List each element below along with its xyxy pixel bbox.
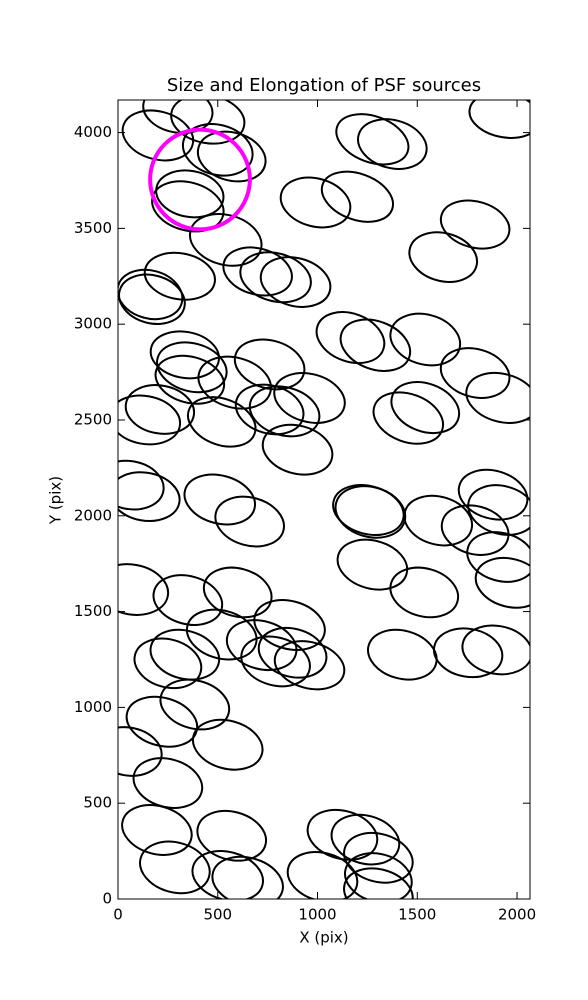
psf-ellipse (279, 176, 352, 229)
psf-ellipse (225, 619, 298, 672)
plot-frame (117, 99, 531, 900)
psf-ellipse (440, 504, 510, 556)
y-tick-label: 4000 (74, 123, 112, 141)
psf-ellipse (248, 385, 321, 438)
psf-ellipse (273, 372, 346, 424)
y-tick-label: 0 (102, 890, 112, 908)
psf-ellipse (408, 231, 479, 283)
psf-ellipse (343, 867, 414, 899)
x-tick-label: 500 (203, 906, 232, 924)
psf-ellipse (467, 484, 530, 536)
y-tick-label: 2500 (74, 410, 112, 428)
psf-ellipse (389, 312, 462, 367)
x-tick-label: 1000 (298, 906, 336, 924)
x-tick-label: 2000 (498, 906, 536, 924)
psf-ellipse (196, 130, 267, 183)
psf-ellipse (257, 626, 328, 679)
psf-ellipse (118, 471, 181, 522)
psf-ellipse (211, 855, 284, 899)
psf-ellipse (261, 423, 334, 476)
psf-ellipse (133, 637, 203, 690)
psf-ellipse (306, 808, 379, 861)
y-tick-label: 1000 (74, 698, 112, 716)
psf-ellipse (389, 566, 460, 619)
psf-ellipse (183, 473, 256, 526)
psf-ellipse (433, 627, 504, 679)
psf-ellipse (159, 678, 231, 731)
psf-ellipse (339, 318, 412, 372)
y-tick-label: 1500 (74, 602, 112, 620)
psf-ellipse (197, 355, 272, 410)
psf-ellipse (121, 109, 195, 162)
psf-ellipse (222, 246, 293, 297)
psf-ellipse (253, 599, 326, 651)
x-tick-label: 0 (113, 906, 123, 924)
y-tick-label: 2000 (74, 506, 112, 524)
psf-ellipse (330, 813, 401, 866)
psf-ellipse (191, 718, 264, 771)
y-tick-label: 3500 (74, 219, 112, 237)
psf-ellipse (170, 100, 246, 145)
psf-ellipse (214, 495, 285, 548)
psf-ellipse (156, 341, 228, 394)
psf-ellipse (439, 199, 511, 250)
psf-ellipse (118, 726, 163, 777)
psf-ellipse (125, 695, 199, 748)
psf-ellipse (468, 100, 530, 139)
psf-ellipse (118, 268, 184, 321)
psf-ellipse (474, 557, 530, 609)
plot-area (118, 100, 530, 899)
psf-ellipse (185, 608, 258, 661)
psf-ellipse (149, 330, 220, 380)
psf-ellipse (273, 640, 346, 691)
psf-ellipse (403, 494, 474, 547)
psf-ellipse (286, 851, 359, 899)
psf-ellipse (118, 394, 182, 446)
x-tick-label: 1500 (398, 906, 436, 924)
psf-ellipse (142, 100, 214, 135)
psf-ellipse (336, 538, 409, 591)
psf-ellipse (390, 381, 461, 435)
psf-ellipse (143, 251, 216, 301)
psf-ellipse (259, 256, 332, 308)
psf-ellipse (372, 391, 445, 445)
y-tick-label: 3000 (74, 315, 112, 333)
psf-ellipse (187, 396, 257, 448)
psf-ellipse (335, 113, 410, 166)
chart-title: Size and Elongation of PSF sources (167, 75, 481, 96)
psf-ellipse (118, 563, 170, 616)
y-axis-label: Y (pix) (47, 476, 65, 525)
psf-ellipse (118, 459, 165, 511)
psf-ellipse (457, 468, 529, 521)
psf-ellipse (124, 384, 196, 435)
y-tick-label: 500 (83, 794, 112, 812)
psf-ellipse (121, 804, 193, 856)
psf-ellipse (344, 852, 413, 899)
x-axis-label: X (pix) (299, 929, 348, 947)
psf-ellipse (343, 831, 414, 884)
psf-ellipse (466, 531, 530, 583)
psf-ellipse (332, 484, 405, 536)
psf-ellipse (191, 850, 264, 899)
psf-ellipse (154, 354, 226, 405)
psf-ellipse (118, 273, 186, 325)
psf-ellipse (239, 251, 312, 304)
psf-ellipse (367, 628, 438, 681)
psf-ellipse (139, 840, 211, 895)
psf-ellipse (155, 169, 225, 219)
psf-ellipse (357, 118, 428, 170)
highlight-circle (148, 127, 252, 232)
psf-ellipse (240, 635, 311, 688)
psf-ellipse (465, 371, 530, 424)
psf-ellipse (149, 628, 221, 681)
psf-ellipse (439, 347, 511, 399)
psf-ellipse (320, 170, 394, 223)
psf-ellipse (315, 311, 386, 365)
psf-ellipse (461, 624, 530, 676)
